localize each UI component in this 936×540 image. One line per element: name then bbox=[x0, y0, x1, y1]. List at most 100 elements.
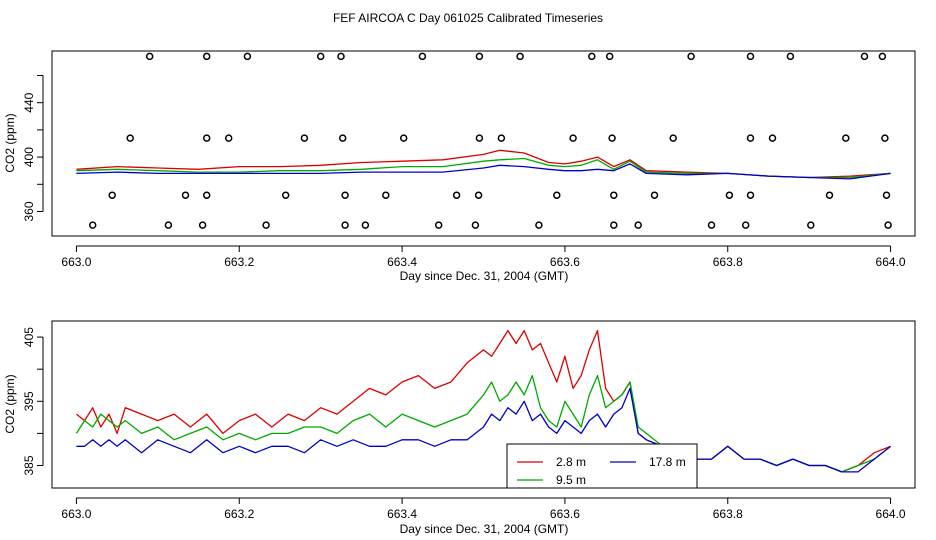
top-marker-point bbox=[341, 221, 349, 229]
top-panel: 663.0 663.2 663.4 663.6 663.8 664.0360400440 … bbox=[3, 50, 916, 283]
top-axes: 663.0 663.2 663.4 663.6 663.8 664.0 360 400 440 bbox=[22, 74, 906, 269]
top-marker-point bbox=[202, 191, 211, 199]
bottom-series-line-2-8-m bbox=[75, 329, 891, 473]
top-marker-point bbox=[881, 134, 889, 142]
top-marker-point bbox=[202, 52, 211, 61]
top-marker-point bbox=[337, 52, 345, 61]
top-y-tick-label: 440 bbox=[22, 92, 36, 112]
top-marker-point bbox=[316, 52, 325, 61]
top-marker-point bbox=[535, 221, 543, 229]
legend-box bbox=[506, 443, 698, 489]
top-marker-point bbox=[181, 191, 190, 199]
top-marker-point bbox=[516, 52, 524, 61]
chart-title: FEF AIRCOA C Day 061025 Calibrated Times… bbox=[333, 11, 603, 25]
bottom-series-line-17-8-m bbox=[76, 387, 892, 473]
legend-label-2-8m: 2.8 m bbox=[556, 455, 586, 469]
top-marker-point bbox=[475, 52, 484, 61]
top-marker-point bbox=[807, 221, 815, 229]
top-marker-point bbox=[878, 52, 887, 61]
bottom-x-tick-label: 664.0 bbox=[876, 507, 906, 521]
top-y-tick-label: 400 bbox=[22, 147, 36, 167]
bottom-plot-frame bbox=[51, 320, 916, 489]
top-marker-point bbox=[474, 191, 483, 199]
top-marker-point bbox=[746, 52, 755, 61]
top-x-tick-label: 664.0 bbox=[876, 255, 906, 269]
top-marker-point bbox=[202, 134, 211, 142]
top-marker-point bbox=[126, 134, 134, 142]
bottom-x-tick-label: 663.6 bbox=[550, 507, 580, 521]
bottom-y-tick-label: 385 bbox=[22, 455, 36, 475]
top-marker-point bbox=[746, 191, 755, 199]
top-marker-point bbox=[341, 191, 349, 199]
top-marker-point bbox=[725, 191, 734, 199]
top-marker-point bbox=[338, 134, 347, 142]
top-marker-point bbox=[608, 134, 616, 142]
bottom-series-line-9-5-m bbox=[75, 374, 892, 473]
top-marker-point bbox=[452, 191, 461, 199]
top-marker-point bbox=[382, 191, 390, 199]
top-marker-point bbox=[746, 134, 755, 142]
top-marker-point bbox=[768, 134, 777, 142]
bottom-plot-marks bbox=[75, 329, 892, 473]
bottom-y-tick-label: 405 bbox=[22, 327, 36, 347]
top-marker-point bbox=[418, 52, 427, 61]
top-marker-point bbox=[786, 52, 795, 61]
top-marker-point bbox=[361, 221, 370, 229]
top-marker-point bbox=[669, 134, 677, 142]
bottom-x-tick-label: 663.8 bbox=[713, 507, 743, 521]
top-marker-point bbox=[434, 221, 443, 229]
top-series-line-17-8-m bbox=[76, 163, 891, 180]
top-x-tick-label: 663.0 bbox=[61, 255, 91, 269]
top-marker-point bbox=[860, 52, 869, 61]
top-marker-point bbox=[243, 52, 252, 61]
top-marker-point bbox=[825, 191, 834, 199]
top-marker-point bbox=[650, 191, 659, 199]
top-marker-point bbox=[108, 191, 116, 199]
top-marker-point bbox=[707, 221, 716, 229]
top-marker-point bbox=[741, 221, 750, 229]
top-y-tick-label: 360 bbox=[22, 201, 36, 221]
top-marker-point bbox=[687, 52, 695, 61]
top-marker-point bbox=[399, 134, 408, 142]
top-y-axis-label: CO2 (ppm) bbox=[3, 113, 17, 172]
bottom-y-axis-label: CO2 (ppm) bbox=[3, 374, 17, 433]
top-marker-point bbox=[610, 221, 618, 229]
legend-label-17-8m: 17.8 m bbox=[649, 455, 686, 469]
top-x-tick-label: 663.8 bbox=[713, 255, 743, 269]
top-marker-point bbox=[164, 221, 173, 229]
bottom-x-tick-label: 663.0 bbox=[61, 507, 91, 521]
top-x-axis-label: Day since Dec. 31, 2004 (GMT) bbox=[400, 269, 569, 283]
top-x-tick-label: 663.4 bbox=[387, 255, 417, 269]
top-marker-point bbox=[224, 134, 233, 142]
top-marker-point bbox=[884, 221, 892, 229]
top-marker-point bbox=[605, 52, 614, 61]
bottom-panel: 663.0 663.2 663.4 663.6 663.8 664.0385395405 … bbox=[3, 320, 916, 536]
top-marker-point bbox=[634, 221, 642, 229]
bottom-x-tick-label: 663.4 bbox=[387, 507, 417, 521]
top-marker-point bbox=[475, 134, 484, 142]
bottom-axes: 663.0 663.2 663.4 663.6 663.8 664.0 385 395 405 bbox=[22, 327, 906, 521]
top-marker-point bbox=[610, 191, 618, 199]
top-marker-point bbox=[588, 52, 596, 61]
top-marker-point bbox=[882, 191, 891, 199]
top-marker-point bbox=[281, 191, 290, 199]
legend: 2.8 m 9.5 m 17.8 m bbox=[506, 443, 698, 489]
top-marker-point bbox=[842, 134, 850, 142]
top-marker-point bbox=[553, 191, 561, 199]
top-plot-frame bbox=[51, 50, 916, 237]
top-marker-point bbox=[300, 134, 309, 142]
legend-label-9-5m: 9.5 m bbox=[556, 473, 586, 487]
top-marker-point bbox=[262, 221, 270, 229]
top-plot-marks bbox=[76, 52, 892, 229]
top-x-tick-label: 663.6 bbox=[550, 255, 580, 269]
bottom-x-axis-label: Day since Dec. 31, 2004 (GMT) bbox=[400, 522, 569, 536]
top-marker-point bbox=[497, 134, 506, 142]
top-x-tick-label: 663.2 bbox=[224, 255, 254, 269]
top-marker-point bbox=[88, 221, 97, 229]
top-marker-point bbox=[471, 221, 480, 229]
bottom-y-tick-label: 395 bbox=[22, 391, 36, 411]
bottom-x-tick-label: 663.2 bbox=[224, 507, 254, 521]
top-marker-point bbox=[198, 221, 207, 229]
top-marker-point bbox=[569, 134, 577, 142]
